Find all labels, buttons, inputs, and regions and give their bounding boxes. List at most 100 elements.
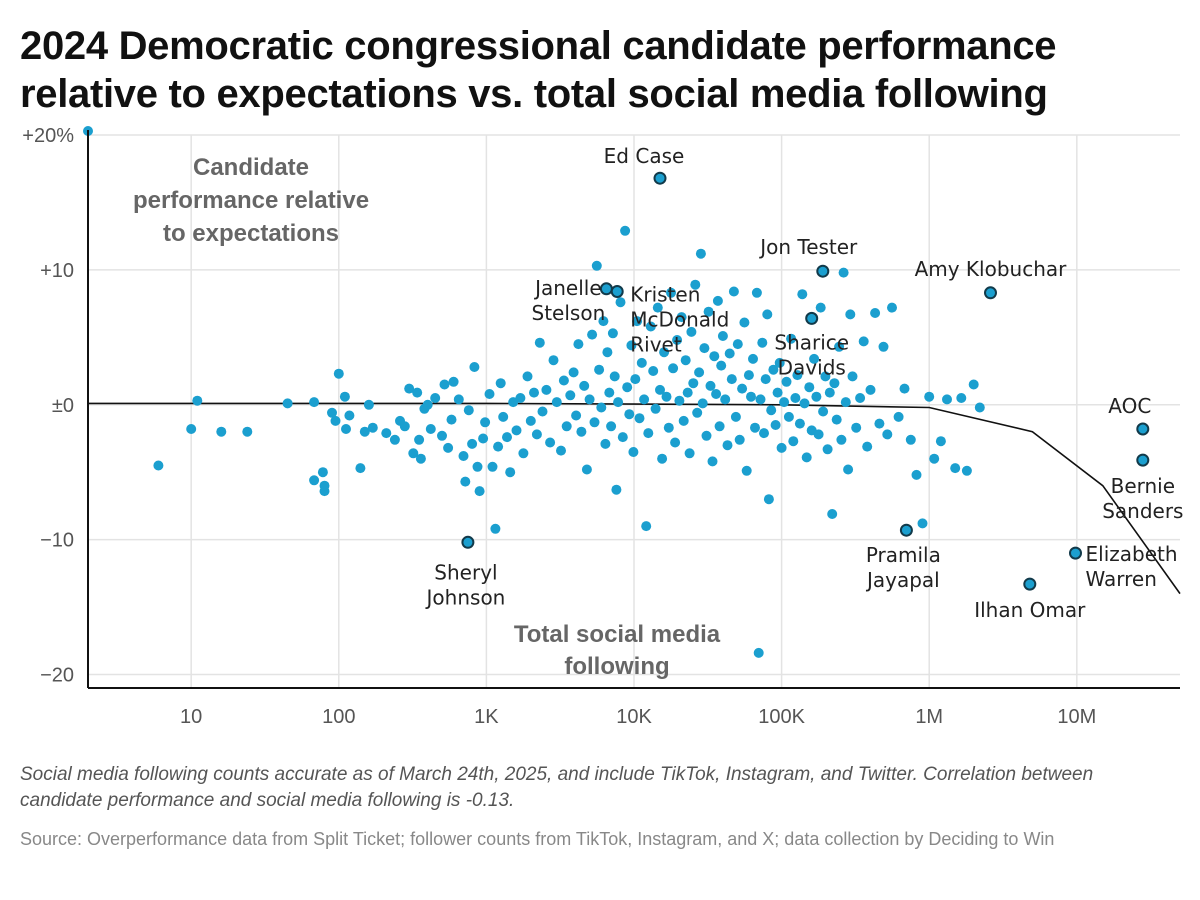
point-jon-tester [816,264,830,278]
data-point [339,391,350,402]
data-point [668,363,679,374]
data-point [641,521,652,532]
data-point [622,382,633,393]
data-point [753,647,764,658]
data-point [556,445,566,456]
data-point [827,509,838,519]
data-point [643,428,654,439]
data-point [663,422,674,433]
data-point [327,407,337,418]
data-point [684,448,695,459]
data-point [838,267,849,278]
data-point [760,374,771,385]
data-point [458,451,469,461]
x-axis-title-line: Total social media [514,621,721,648]
data-point [942,394,952,405]
y-tick-label: +20% [22,125,74,147]
data-point [522,371,533,382]
data-point [661,391,672,402]
data-point [905,434,916,445]
data-point [722,440,733,451]
data-point [699,343,710,354]
data-point [439,379,450,390]
data-point [282,398,293,409]
data-point [628,447,639,457]
x-tick-label: 100 [322,706,355,728]
data-point [755,394,766,405]
data-point [534,337,545,348]
labeled-points: Ed Case Jon Tester Amy Klobuchar Janelle Ste… [425,144,1184,622]
data-point [359,426,370,437]
data-point [330,415,341,426]
data-point [594,364,605,375]
data-point [917,518,928,529]
point-pramila-jayapal [899,523,913,537]
data-point [847,371,858,382]
data-point [414,434,425,445]
tick-labels: +20% +10 ±0 −10 −20 10 100 1K 10K 100K 1M 10M [22,125,1096,728]
data-point [579,380,590,391]
data-point [776,442,787,453]
data-point [829,378,840,389]
data-point [801,452,812,463]
data-point [568,367,579,378]
data-point [460,476,471,487]
data-point [772,387,783,398]
y-axis-title: Candidate performance relative to expectat… [133,154,369,247]
data-point [724,348,735,359]
data-point [678,415,689,426]
data-point [783,411,794,422]
data-point [607,328,618,339]
data-point [840,397,851,408]
y-tick-label: ±0 [52,395,74,417]
data-point [692,407,703,418]
data-point [192,395,203,406]
data-point [797,289,808,300]
label-pramila-jayapal: Pramila Jayapal [865,543,941,592]
data-point [768,364,779,375]
data-point [551,397,562,408]
data-point [695,248,706,259]
point-kristen-mcdonald-rivet [610,285,624,298]
data-point [862,441,873,452]
y-tick-label: −10 [40,530,74,552]
data-point [836,434,847,445]
data-point [686,326,697,337]
data-point [561,421,572,432]
y-tick-label: −20 [40,665,74,687]
data-point [711,389,722,399]
data-point [688,378,699,389]
data-point [355,463,366,474]
data-point [811,391,822,402]
data-point [815,302,826,313]
data-point [515,393,526,403]
data-point [415,453,426,464]
point-ilhan-omar [1023,577,1037,591]
point-bernie-sanders [1136,453,1150,467]
data-point [730,411,741,422]
data-point [694,367,705,378]
data-point [446,414,457,425]
data-point [469,362,480,372]
point-janelle-stelson [599,282,613,296]
data-point [480,417,491,428]
data-point [779,397,790,408]
data-point [709,351,720,362]
data-point [820,371,831,382]
point-ed-case [653,171,667,185]
data-point [498,411,509,422]
data-point [381,428,392,439]
data-point [632,316,643,327]
data-point [487,461,498,472]
data-point [587,329,598,340]
data-point [242,426,253,437]
data-point [746,391,756,402]
axes [87,130,1180,689]
data-point [581,464,592,475]
data-point [620,225,631,236]
data-point [626,340,637,351]
data-point [924,391,935,402]
data-point [935,436,946,447]
data-point [657,453,668,464]
data-point [611,484,622,495]
